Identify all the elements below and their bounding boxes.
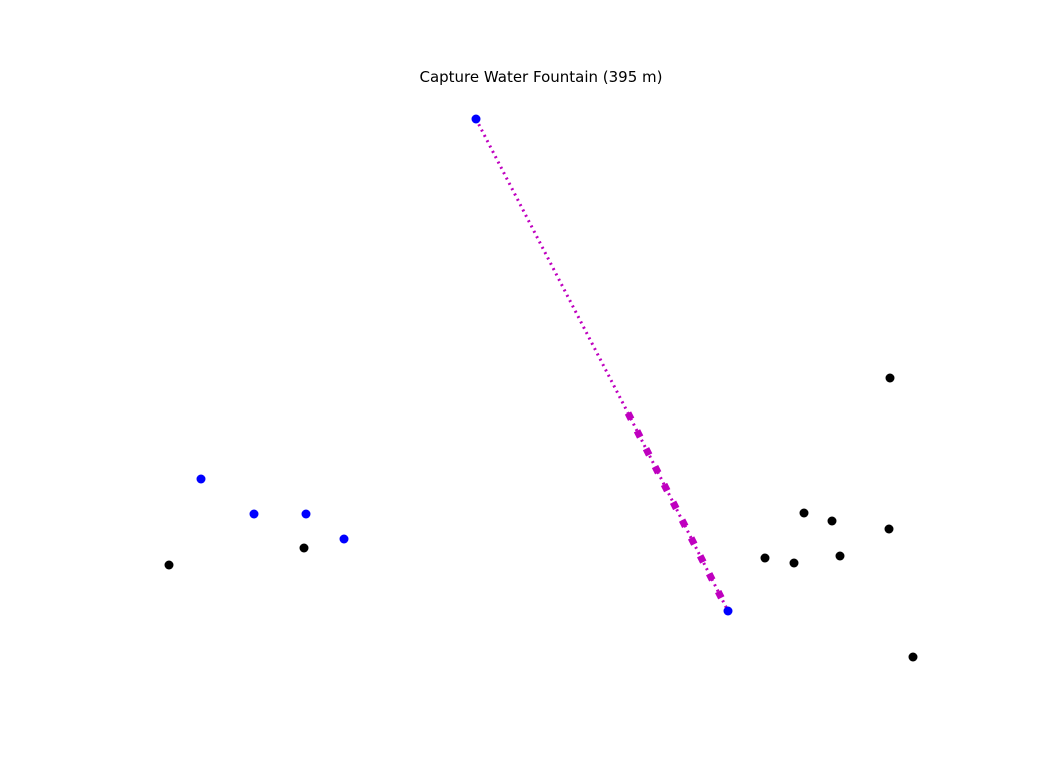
- unit-layer: [164, 114, 918, 662]
- route-line-thin: [474, 118, 630, 414]
- enemy-unit-marker: [835, 551, 845, 561]
- ally-unit-marker: [301, 509, 311, 519]
- ally-unit-marker: [339, 534, 349, 544]
- enemy-unit-marker: [299, 543, 309, 553]
- enemy-unit-marker: [827, 516, 837, 526]
- ally-unit-marker: [723, 606, 733, 616]
- route-layer: [474, 118, 732, 613]
- ally-unit-marker: [196, 474, 206, 484]
- enemy-unit-marker: [884, 524, 894, 534]
- ally-unit-marker: [249, 509, 259, 519]
- enemy-unit-marker: [164, 560, 174, 570]
- enemy-unit-marker: [799, 508, 809, 518]
- enemy-unit-marker: [789, 558, 799, 568]
- route-line-thick: [624, 411, 732, 613]
- enemy-unit-marker: [760, 553, 770, 563]
- objective-title: Capture Water Fountain (395 m): [419, 68, 663, 86]
- enemy-unit-marker: [885, 373, 895, 383]
- enemy-unit-marker: [908, 652, 918, 662]
- route-line-inner: [626, 412, 730, 612]
- ally-unit-marker: [471, 114, 481, 124]
